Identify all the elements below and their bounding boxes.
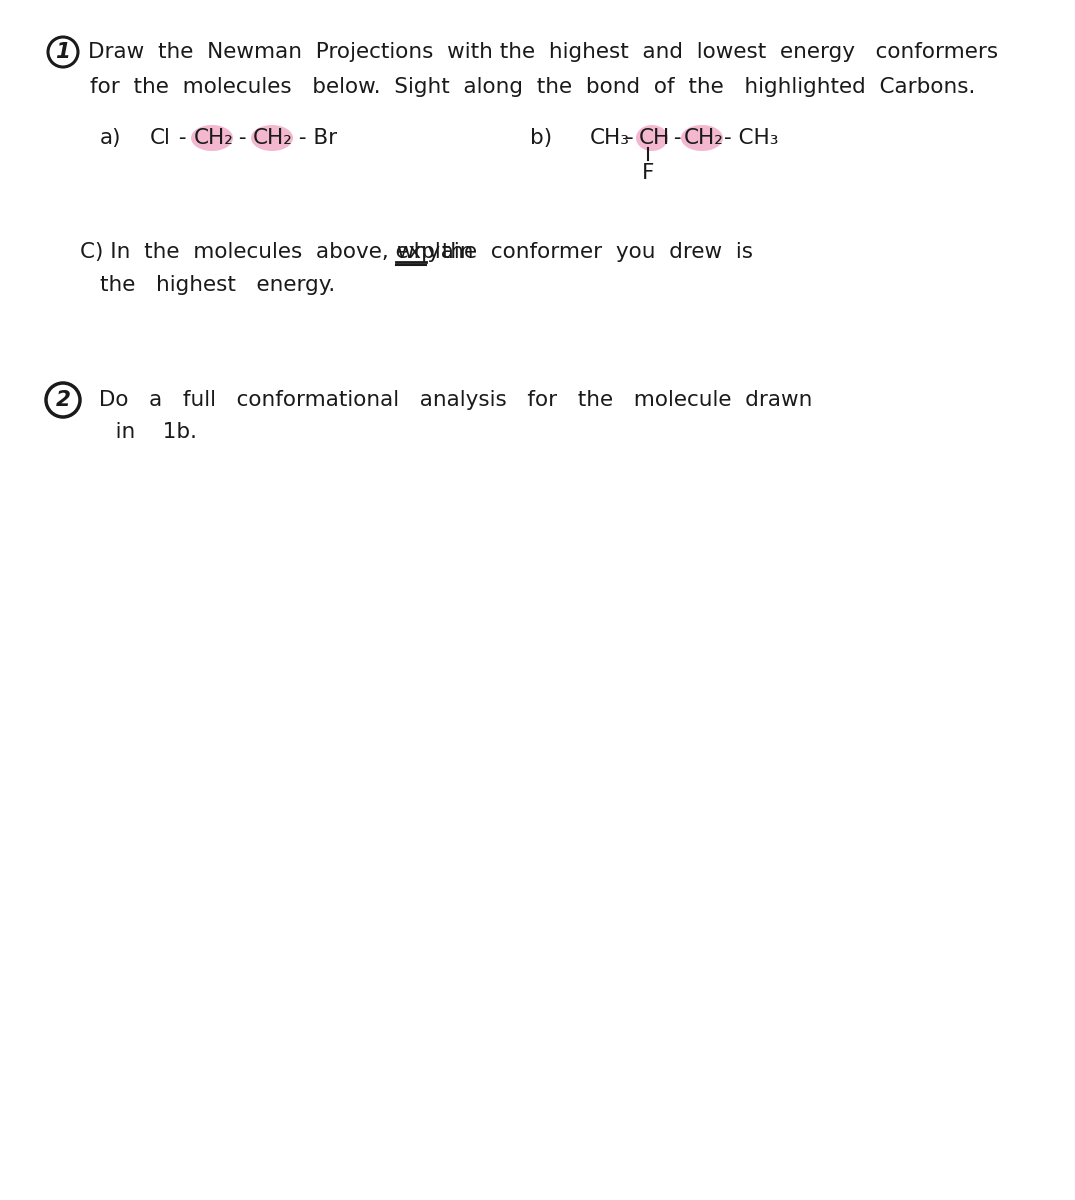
Text: - Br: - Br	[292, 128, 338, 148]
Text: for  the  molecules   below.  Sight  along  the  bond  of  the   highlighted  Ca: for the molecules below. Sight along the…	[90, 77, 975, 97]
Text: CH₂: CH₂	[253, 128, 292, 148]
Text: Cl: Cl	[151, 128, 171, 148]
Text: CH: CH	[639, 128, 670, 148]
Text: CH₃: CH₃	[590, 128, 630, 148]
Text: Do   a   full   conformational   analysis   for   the   molecule  drawn: Do a full conformational analysis for th…	[92, 390, 813, 410]
Text: b): b)	[530, 128, 553, 148]
Ellipse shape	[636, 125, 668, 151]
Text: 1: 1	[56, 42, 71, 62]
Text: why: why	[396, 242, 440, 262]
Ellipse shape	[250, 125, 293, 151]
Text: in    1b.: in 1b.	[95, 422, 197, 442]
Text: a): a)	[100, 128, 121, 148]
Text: CH₂: CH₂	[684, 128, 723, 148]
Text: the  conformer  you  drew  is: the conformer you drew is	[428, 242, 752, 262]
Text: C) In  the  molecules  above, explain: C) In the molecules above, explain	[80, 242, 481, 262]
Ellipse shape	[191, 125, 233, 151]
Text: -: -	[232, 128, 246, 148]
Text: 2: 2	[56, 390, 71, 410]
Text: -: -	[626, 128, 633, 148]
Text: F: F	[642, 163, 655, 182]
Text: -: -	[172, 128, 186, 148]
Ellipse shape	[680, 125, 723, 151]
Text: -: -	[666, 128, 682, 148]
Text: - CH₃: - CH₃	[723, 128, 778, 148]
Text: the   highest   energy.: the highest energy.	[100, 275, 335, 295]
Text: Draw  the  Newman  Projections  with the  highest  and  lowest  energy   conform: Draw the Newman Projections with the hig…	[88, 42, 998, 62]
Text: CH₂: CH₂	[194, 128, 234, 148]
